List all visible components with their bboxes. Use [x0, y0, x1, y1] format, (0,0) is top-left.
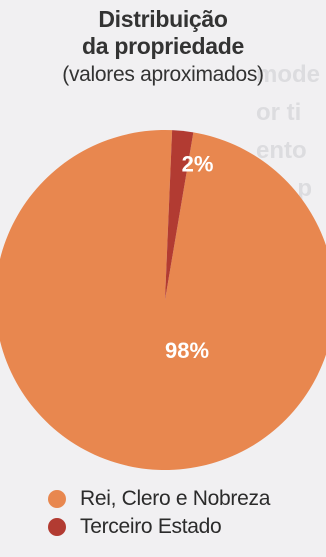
- pie-slice-terceiro-estado: [165, 130, 194, 300]
- legend-label-rei-clero-nobreza: Rei, Clero e Nobreza: [80, 487, 271, 510]
- legend-item-terceiro-estado: Terceiro Estado: [48, 514, 270, 540]
- chart-subtitle: (valores aproximados): [62, 63, 264, 86]
- pie-labels: 98% 2%: [165, 151, 213, 363]
- title-line-2: da propriedade: [82, 33, 244, 59]
- pie-label-rei-clero-nobreza: 98%: [165, 338, 209, 363]
- legend-item-rei-clero-nobreza: Rei, Clero e Nobreza: [48, 486, 270, 512]
- title-line-1: Distribuição: [98, 6, 228, 32]
- pie-slice-rei-clero-nobreza: [0, 130, 326, 470]
- chart-title: Distribuição da propriedade (valores apr…: [0, 6, 326, 90]
- legend-swatch-rei-clero-nobreza: [48, 490, 66, 508]
- pie-slices: [0, 130, 326, 470]
- legend-swatch-terceiro-estado: [48, 518, 66, 536]
- legend-label-terceiro-estado: Terceiro Estado: [80, 515, 222, 538]
- legend: Rei, Clero e Nobreza Terceiro Estado: [48, 486, 270, 540]
- pie-label-terceiro-estado: 2%: [182, 151, 214, 176]
